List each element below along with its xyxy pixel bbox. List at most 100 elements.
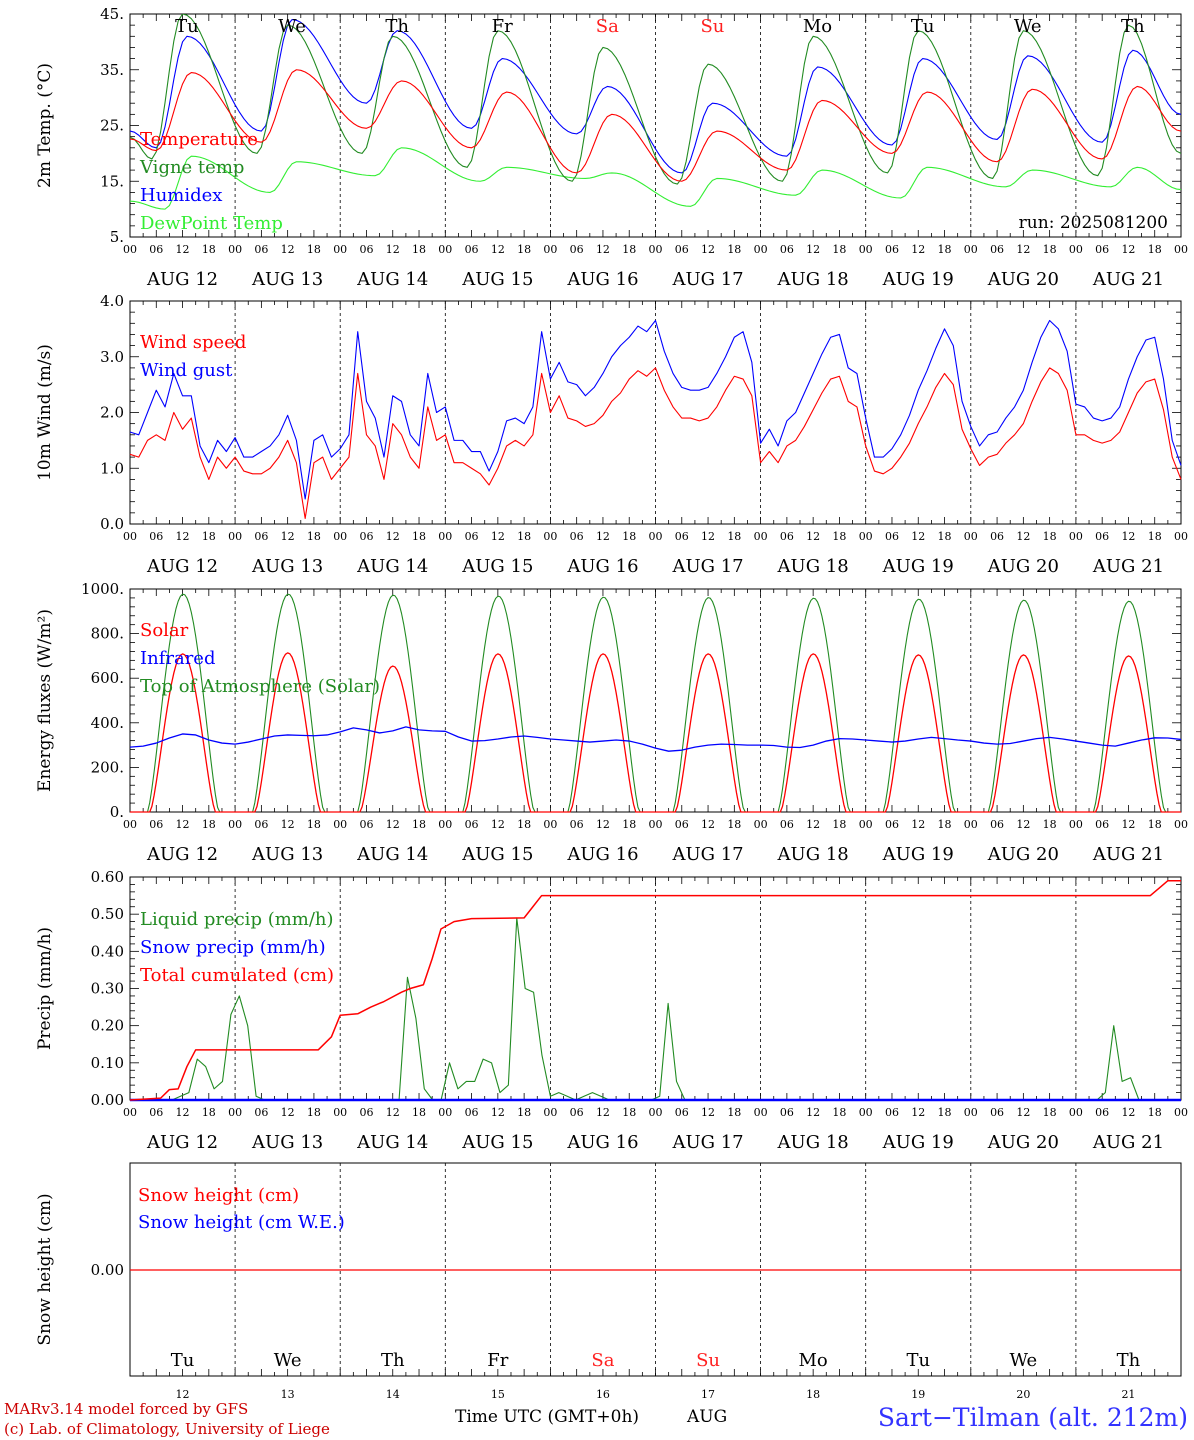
day-name-label: Su [700,16,724,37]
y-tick-label: 0.50 [91,905,124,923]
site-title: Sart−Tilman (alt. 212m) [878,1403,1188,1432]
hour-tick-label: 18 [1043,243,1057,256]
hour-tick-label: 00 [1174,530,1188,543]
day-number-label: 15 [491,1388,505,1401]
y-tick-label: 15. [100,172,124,190]
day-name-label: Tu [175,16,199,37]
hour-tick-label: 18 [517,1106,531,1119]
hour-tick-label: 06 [1095,530,1109,543]
y-tick-label: 0.00 [91,1091,124,1109]
hour-tick-label: 18 [202,1106,216,1119]
y-tick-label: 0.20 [91,1017,124,1035]
hour-tick-label: 18 [832,530,846,543]
hour-tick-label: 00 [543,243,557,256]
legend-entry: Snow height (cm W.E.) [138,1212,345,1233]
hour-tick-label: 18 [832,818,846,831]
day-name-label: Tu [171,1350,195,1371]
day-number-label: 18 [806,1388,820,1401]
hour-tick-label: 12 [1016,818,1030,831]
hour-tick-label: 12 [806,530,820,543]
date-label: AUG 20 [987,1132,1059,1153]
hour-tick-label: 06 [990,243,1004,256]
series-line-solar [130,652,1181,813]
hour-tick-label: 18 [1148,243,1162,256]
hour-tick-label: 00 [859,243,873,256]
hour-tick-label: 00 [438,1106,452,1119]
date-label: AUG 12 [146,844,218,865]
hour-tick-label: 18 [1148,530,1162,543]
hour-tick-label: 12 [596,530,610,543]
y-tick-label: 5. [110,228,124,246]
hour-tick-label: 06 [149,243,163,256]
series-line-dewpoint-temp [130,147,1181,210]
day-number-label: 13 [281,1388,295,1401]
hour-tick-label: 00 [228,818,242,831]
hour-tick-label: 00 [543,530,557,543]
hour-tick-label: 18 [1148,1106,1162,1119]
hour-tick-label: 00 [754,818,768,831]
date-label: AUG 20 [987,269,1059,290]
hour-tick-label: 00 [964,818,978,831]
hour-tick-label: 18 [622,243,636,256]
hour-tick-label: 18 [727,243,741,256]
day-name-label: Mo [803,16,832,37]
hour-tick-label: 06 [465,1106,479,1119]
hour-tick-label: 00 [859,1106,873,1119]
hour-tick-label: 12 [1016,243,1030,256]
hour-tick-label: 18 [727,530,741,543]
day-name-label: Th [385,16,409,37]
hour-tick-label: 00 [1069,530,1083,543]
hour-tick-label: 12 [911,530,925,543]
date-label: AUG 17 [671,1132,743,1153]
y-tick-label: 400. [91,714,124,732]
y-tick-label: 0. [110,803,124,821]
hour-tick-label: 18 [202,243,216,256]
hour-tick-label: 00 [1174,818,1188,831]
hour-tick-label: 12 [596,243,610,256]
hour-tick-label: 18 [1043,530,1057,543]
y-tick-label: 0.0 [100,515,124,533]
day-name-label: Tu [906,1350,930,1371]
date-label: AUG 20 [987,844,1059,865]
hour-tick-label: 06 [149,818,163,831]
series-line-wind-gust [129,319,1182,500]
hour-tick-label: 12 [1121,1106,1135,1119]
hour-tick-label: 12 [281,530,295,543]
hour-tick-label: 00 [964,243,978,256]
hour-tick-label: 06 [465,818,479,831]
hour-tick-label: 18 [1043,1106,1057,1119]
hour-tick-label: 06 [885,1106,899,1119]
day-name-label: We [1010,1350,1038,1371]
x-axis-month: AUG [686,1407,727,1427]
hour-tick-label: 00 [1069,1106,1083,1119]
hour-tick-label: 06 [254,243,268,256]
day-name-label: Th [1117,1350,1141,1371]
hour-tick-label: 12 [281,1106,295,1119]
series-line-total-cumulated [129,879,1181,1101]
y-tick-label: 35. [100,61,124,79]
date-label: AUG 16 [566,269,638,290]
hour-tick-label: 00 [754,1106,768,1119]
date-label: AUG 21 [1092,269,1164,290]
y-axis-title: Energy fluxes (W/m²) [35,609,55,792]
legend-entry: Top of Atmosphere (Solar) [140,676,380,697]
hour-tick-label: 18 [307,1106,321,1119]
hour-tick-label: 12 [701,530,715,543]
date-label: AUG 16 [566,844,638,865]
date-label: AUG 19 [882,556,954,577]
day-number-label: 19 [911,1388,925,1401]
hour-tick-label: 12 [806,1106,820,1119]
legend-entry: Liquid precip (mm/h) [140,909,334,930]
hour-tick-label: 00 [964,530,978,543]
panel-5: 0.00 Tu We Th Fr Sa Su Mo Tu We Th 12 13 14 15 16 17 18 19… [91,1162,1182,1401]
day-name-label: Sa [591,1350,614,1371]
hour-tick-label: 12 [386,818,400,831]
legend-entry: Total cumulated (cm) [140,965,334,986]
hour-tick-label: 00 [1174,1106,1188,1119]
hour-tick-label: 12 [806,243,820,256]
hour-tick-label: 00 [228,243,242,256]
panel-frame [129,300,1182,525]
day-name-label: Th [1121,16,1145,37]
hour-tick-label: 12 [1121,243,1135,256]
